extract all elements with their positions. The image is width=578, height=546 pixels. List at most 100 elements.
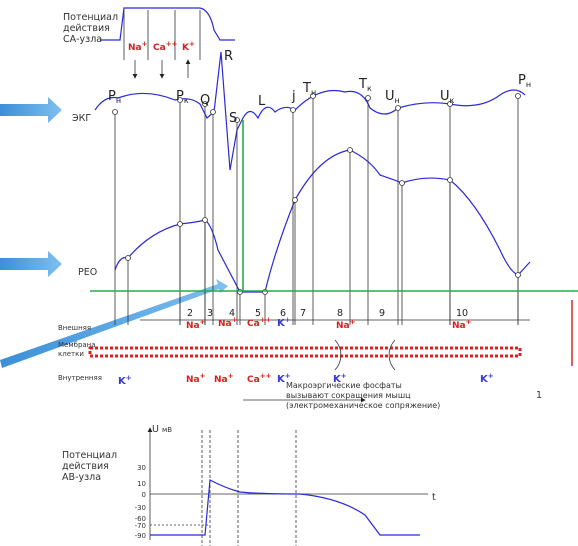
ion-charge: + [189, 40, 195, 48]
wave-label: L [258, 94, 266, 109]
ion-symbol: Na [186, 375, 200, 385]
sa-label: действия [63, 23, 110, 34]
wave-sub: к [184, 96, 189, 105]
ion-charge: + [285, 372, 291, 380]
ion-symbol: Ca [153, 43, 166, 53]
wave-label: R [224, 49, 233, 64]
wave-sub: к [367, 84, 372, 93]
av-label: Потенциал [62, 450, 117, 461]
wave-label: Pк [176, 89, 189, 105]
point [291, 108, 296, 113]
ion-charge: + [200, 318, 206, 326]
point [211, 110, 216, 115]
y-axis-label: U [152, 424, 159, 435]
ion-charge: ++ [260, 372, 272, 380]
ion-label: Na+ [218, 316, 238, 329]
point [400, 181, 405, 186]
ion-symbol: Ca [247, 375, 260, 385]
membrane-outer: Внешняя [58, 324, 91, 332]
x-axis-label: t [432, 492, 436, 503]
membrane-label: Мембрана [58, 341, 96, 349]
ion-symbol: Na [452, 321, 466, 331]
av-label: действия [62, 461, 109, 472]
unit-label: мВ [162, 426, 172, 434]
wave-label: S [229, 111, 237, 126]
ion-charge: + [285, 316, 291, 324]
ion-symbol: Ca [247, 319, 260, 329]
av-curve [150, 480, 420, 535]
segment-number: 7 [300, 308, 306, 319]
ion-label: Na+ [214, 372, 234, 385]
point [113, 110, 118, 115]
tick-label: -30 [135, 504, 146, 512]
ion-charge: + [488, 372, 494, 380]
wave-sub: н [395, 96, 400, 105]
ion-label: Na+ [128, 40, 148, 53]
membrane-label: клетки [58, 350, 84, 358]
ion-symbol: Na [128, 43, 142, 53]
ion-label: Ca++ [247, 372, 272, 385]
ion-symbol: Na [214, 375, 228, 385]
wave-label: Tн [302, 81, 316, 97]
segment-number: 9 [379, 308, 385, 319]
tick-label: 30 [137, 464, 146, 472]
ion-label: K+ [277, 316, 291, 329]
point [396, 106, 401, 111]
ion-charge: + [142, 40, 148, 48]
wave-name: P [176, 89, 184, 104]
ion-symbol: Na [336, 321, 350, 331]
wave-label: Tк [358, 77, 372, 93]
wave-label: Pн [108, 89, 121, 105]
tick-label: 10 [137, 480, 146, 488]
wave-sub: к [450, 96, 455, 105]
sa-curve [100, 8, 235, 40]
pointer-arrow [0, 251, 62, 277]
point [126, 256, 131, 261]
wave-label: Uн [385, 89, 400, 105]
ion-charge: ++ [260, 316, 272, 324]
wave-name: U [440, 89, 450, 104]
wave-name: L [258, 94, 266, 109]
page: {"sa_node":{"label":["Потенциал","действ… [0, 0, 578, 546]
wave-name: T [302, 81, 311, 96]
ion-charge: + [232, 316, 238, 324]
segment-number: 3 [207, 308, 213, 319]
reo-label: РЕО [78, 267, 97, 278]
wave-name: Q [200, 93, 210, 108]
sa-label: Потенциал [63, 12, 118, 23]
ion-label: Na+ [186, 372, 206, 385]
ion-label: K+ [480, 372, 494, 385]
segment-number: 2 [187, 308, 193, 319]
ion-charge: ++ [166, 40, 178, 48]
ion-label: K+ [182, 40, 195, 53]
membrane [90, 348, 520, 356]
wave-name: S [229, 111, 237, 126]
ion-charge: + [200, 372, 206, 380]
ion-symbol: Na [218, 319, 232, 329]
note: Макроэргические фосфаты [286, 381, 402, 390]
wave-name: P [518, 73, 526, 88]
wave-name: P [108, 89, 116, 104]
ion-charge: + [350, 318, 356, 326]
point [366, 96, 371, 101]
wave-label: j [291, 89, 296, 104]
ion-charge: + [466, 318, 472, 326]
figure-number: 1 [536, 390, 542, 401]
ion-label: Ca++ [247, 316, 272, 329]
tick-label: 0 [142, 491, 146, 499]
guides [113, 94, 521, 326]
ion-label: K+ [118, 374, 132, 387]
point [293, 198, 298, 203]
tick-label: -70 [135, 522, 146, 530]
point [203, 218, 208, 223]
wave-sub: н [311, 88, 316, 97]
wave-name: j [291, 89, 296, 104]
note: вызывают сокращения мышц [286, 391, 411, 400]
ion-charge: + [341, 372, 347, 380]
point [516, 273, 521, 278]
note: (электромеханическое сопряжение) [286, 401, 440, 410]
ion-label: Ca++ [153, 40, 178, 53]
wave-name: U [385, 89, 395, 104]
wave-name: R [224, 49, 233, 64]
wave-sub: н [526, 80, 531, 89]
